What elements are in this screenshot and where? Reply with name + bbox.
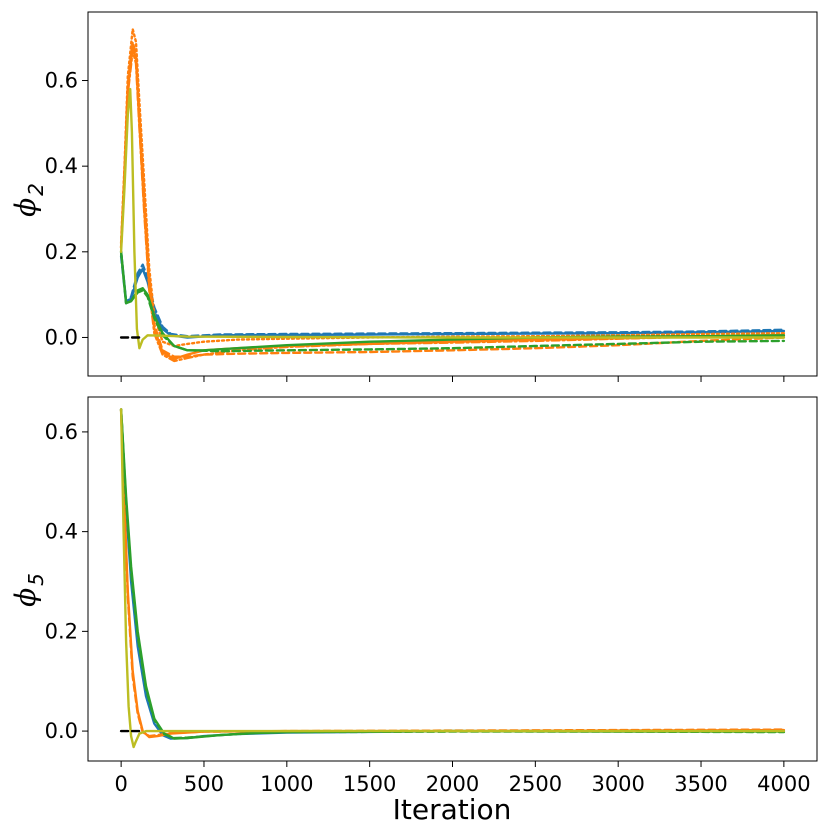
top-series-line-2 [119, 45, 786, 361]
top-series-group [119, 27, 786, 363]
bottom-xtick-label: 1000 [260, 772, 313, 796]
bottom-xtick-label: 500 [184, 772, 224, 796]
top-ytick-label: 0.4 [45, 154, 78, 178]
bottom-series-line-2 [119, 408, 786, 738]
bottom-series-line-1 [119, 408, 786, 739]
x-axis-label: Iteration [393, 793, 512, 826]
bottom-xtick-label: 3000 [591, 772, 644, 796]
bottom-series-line-4 [119, 408, 786, 740]
top-panel: ϕ2 0.0 0.2 0.4 0.6 [9, 11, 818, 382]
top-series-line-5 [119, 49, 786, 363]
top-series-line-8 [119, 87, 786, 350]
bottom-ylabel: ϕ5 [9, 573, 48, 607]
top-series-line-0 [119, 250, 786, 339]
top-series-line-1 [119, 254, 786, 338]
bottom-panel: ϕ5 Iteration 0 500 1000 1500 2000 2500 3000 350… [9, 396, 818, 826]
top-series-line-4 [119, 27, 786, 348]
bottom-xtick-label: 1500 [343, 772, 396, 796]
bottom-series-line-5 [119, 408, 786, 749]
bottom-xtick-label: 4000 [757, 772, 810, 796]
bottom-ytick-label: 0.4 [45, 520, 78, 544]
bottom-series-line-0 [119, 408, 786, 740]
bottom-xtick-label: 2500 [509, 772, 562, 796]
top-ylabel: ϕ2 [9, 183, 48, 217]
bottom-series-line-3 [119, 408, 786, 740]
bottom-xtick-label: 0 [114, 772, 127, 796]
bottom-ytick-label: 0.0 [45, 719, 78, 743]
top-series-line-3 [119, 40, 786, 358]
top-ytick-label: 0.2 [45, 240, 78, 264]
bottom-ytick-label: 0.6 [45, 420, 78, 444]
top-ytick-label: 0.6 [45, 69, 78, 93]
bottom-ytick-label: 0.2 [45, 619, 78, 643]
bottom-xtick-label: 3500 [674, 772, 727, 796]
top-ytick-label: 0.0 [45, 325, 78, 349]
bottom-xtick-label: 2000 [426, 772, 479, 796]
bottom-series-group [119, 408, 786, 749]
top-plot-frame [87, 11, 818, 377]
bottom-plot-frame [87, 396, 818, 762]
